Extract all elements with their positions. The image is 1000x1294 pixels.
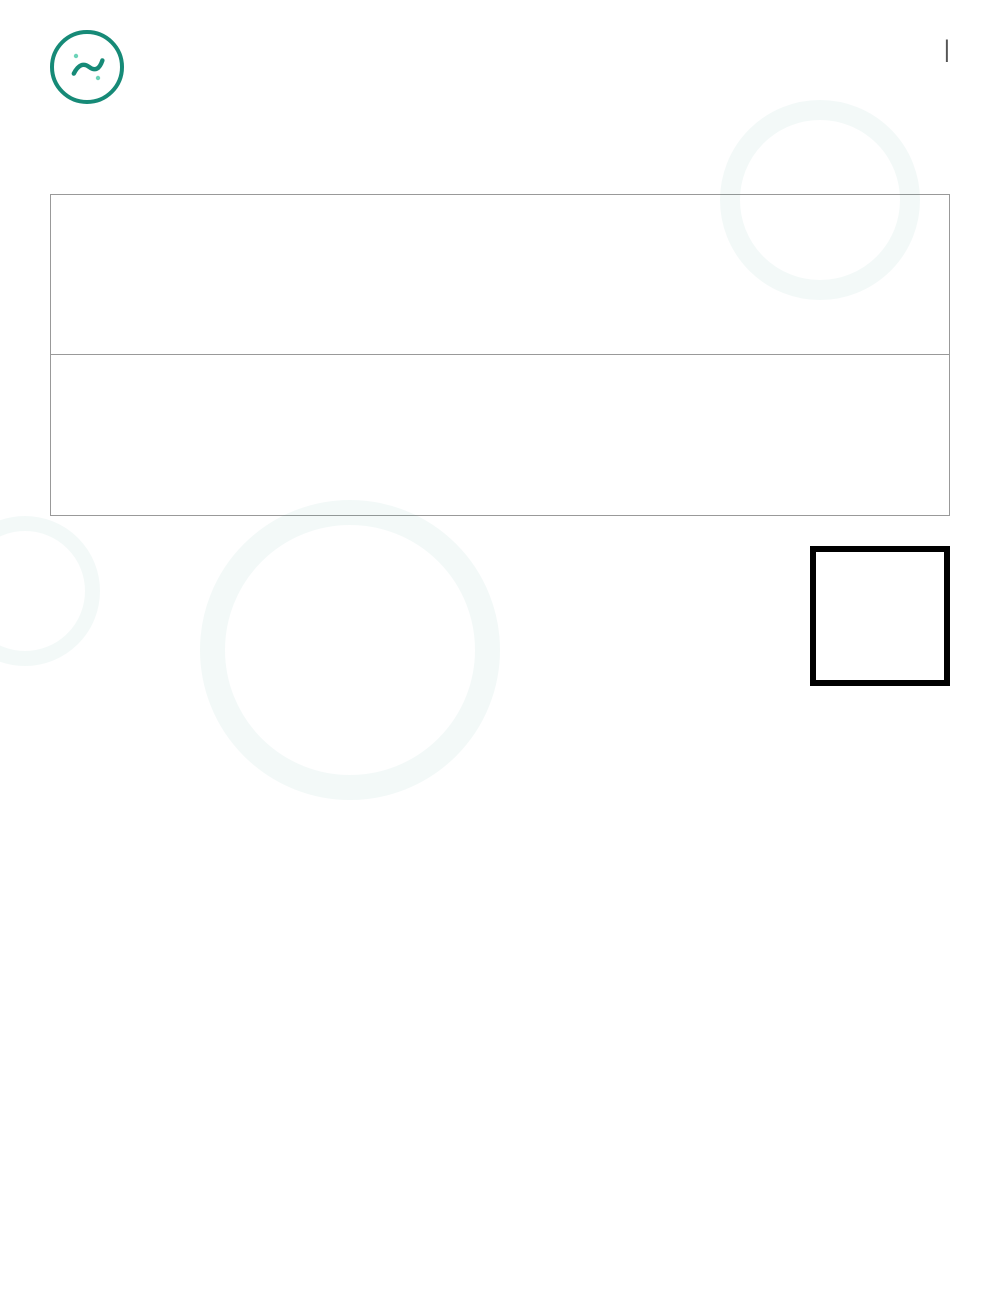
logo-block — [50, 30, 136, 104]
charts-container — [50, 194, 950, 516]
chromatogram-chart — [51, 195, 949, 355]
certificate-id: | — [944, 36, 950, 64]
chart1-svg — [111, 201, 939, 331]
certificate-title-block: | — [944, 30, 950, 64]
spec-header — [275, 160, 500, 180]
chart2-svg — [111, 361, 939, 491]
mass-spectrum-chart — [51, 355, 949, 515]
results-table — [50, 160, 950, 180]
footer — [50, 546, 950, 686]
header: | — [50, 30, 950, 104]
result-header — [500, 160, 725, 180]
qr-code — [810, 546, 950, 686]
logo-icon — [50, 30, 124, 104]
